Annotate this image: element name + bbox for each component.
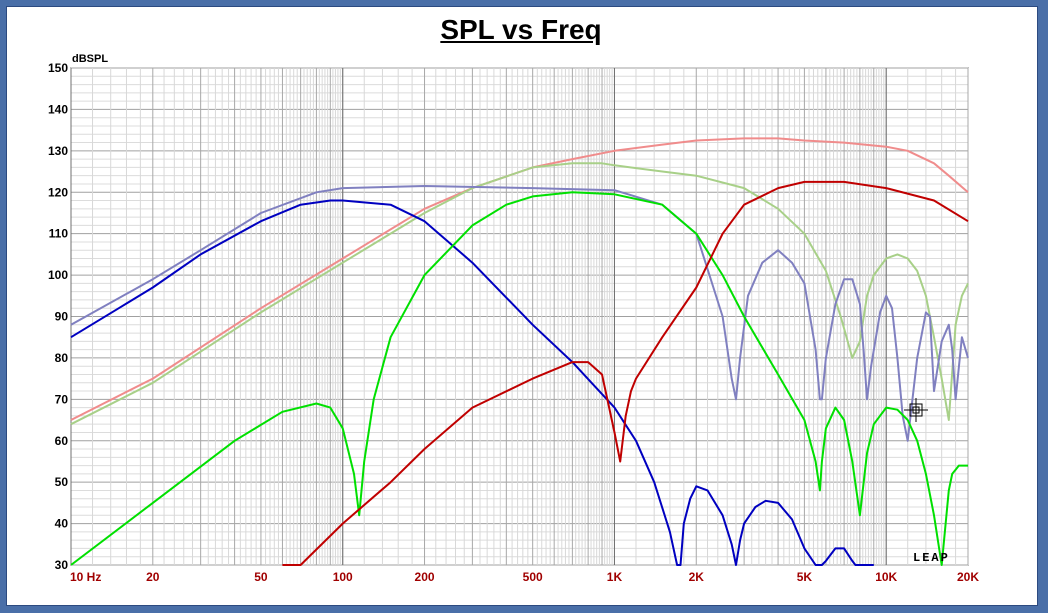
y-tick-label: 150 [48, 61, 68, 75]
x-tick-label: 5K [797, 570, 813, 584]
y-axis-unit: dBSPL [72, 53, 108, 65]
y-tick-label: 120 [48, 185, 68, 199]
y-tick-label: 90 [55, 310, 69, 324]
x-tick-label: 1K [607, 570, 623, 584]
y-tick-label: 100 [48, 268, 68, 282]
series-line-5 [70, 191, 968, 566]
series-line-1 [70, 137, 969, 421]
x-tick-label: 10 Hz [70, 570, 101, 584]
y-tick-labels: 150 140 130 120 110 100 90 80 70 60 50 40 30 [48, 61, 68, 572]
x-tick-label: 20 [146, 570, 160, 584]
x-tick-labels: 10 Hz 20 50 100 200 500 1K 2K 5K 10K 20K [70, 570, 979, 584]
y-tick-label: 50 [55, 475, 69, 489]
series-layer [70, 137, 969, 566]
x-tick-label: 500 [523, 570, 543, 584]
series-line-4 [70, 199, 874, 566]
x-tick-label: 2K [689, 570, 705, 584]
y-tick-label: 70 [55, 392, 69, 406]
x-tick-label: 200 [415, 570, 435, 584]
x-tick-label: 10K [875, 570, 897, 584]
series-line-3 [70, 185, 969, 442]
x-tick-label: 50 [254, 570, 268, 584]
leap-watermark: LEAP [913, 551, 950, 565]
y-tick-label: 140 [48, 102, 68, 116]
y-tick-label: 110 [49, 227, 69, 241]
y-tick-label: 30 [55, 558, 69, 572]
series-line-2 [70, 162, 969, 426]
series-line-6 [282, 180, 969, 566]
x-tick-label: 100 [333, 570, 353, 584]
y-tick-label: 80 [55, 351, 69, 365]
y-tick-label: 40 [55, 517, 69, 531]
x-tick-label: 20K [957, 570, 979, 584]
y-tick-label: 60 [55, 434, 69, 448]
crosshair-cursor-icon[interactable] [904, 398, 928, 422]
y-tick-label: 130 [48, 144, 68, 158]
chart-title: SPL vs Freq [440, 14, 602, 45]
